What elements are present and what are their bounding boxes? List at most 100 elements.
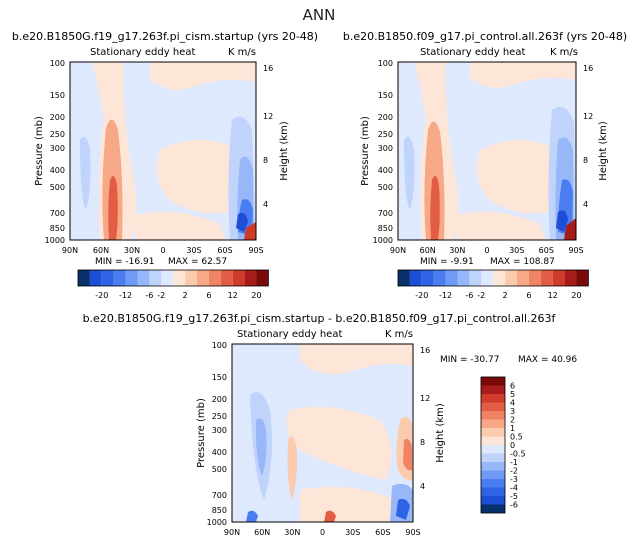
colorbar-swatch (517, 270, 529, 286)
y-tick-label: 700 (50, 209, 65, 218)
colorbar-label: 6 (526, 291, 531, 300)
panel-control-cool-south-4 (556, 210, 568, 232)
panel-cism-cool-south-4 (236, 213, 248, 232)
x-tick-label: 90S (405, 528, 420, 537)
colorbar-swatch (564, 270, 577, 286)
colorbar-label: 12 (228, 291, 238, 300)
colorbar-swatch (576, 270, 589, 286)
panel-diff-blue-spot (246, 510, 258, 522)
panel-cism-hot-corner (244, 222, 256, 240)
y-tick-label: 500 (50, 183, 65, 192)
y-tick-label: 1000 (373, 236, 393, 245)
panel-cism-x-ticks: 90N 60N 30N 0 30S 60S 90S (62, 246, 264, 255)
panel-diff-lower-warm (300, 486, 395, 522)
colorbar-swatch (481, 462, 505, 471)
colorbar-label: 20 (251, 291, 261, 300)
x-tick-label: 30S (186, 246, 201, 255)
x-tick-label: 0 (160, 246, 165, 255)
height-tick-label: 16 (583, 64, 593, 73)
panel-control-min: MIN = -9.91 (420, 257, 474, 267)
panel-diff-contour-field (232, 344, 413, 522)
colorbar-label: 1 (510, 424, 515, 433)
x-tick-label: 30N (284, 528, 300, 537)
x-tick-label: 60S (539, 246, 554, 255)
colorbar-swatch (398, 270, 410, 286)
x-tick-label: 90S (568, 246, 583, 255)
panel-cism-colorbar: -20 -12 -6 -2 2 6 12 20 (77, 269, 269, 300)
colorbar-label: 2 (510, 416, 515, 425)
height-tick-label: 8 (420, 438, 425, 447)
panel-cism-lower-warm (135, 211, 225, 240)
panel-diff-ylabel-right: Height (km) (435, 403, 446, 463)
height-tick-label: 16 (420, 346, 430, 355)
y-tick-label: 300 (212, 426, 227, 435)
y-tick-label: 200 (212, 395, 227, 404)
x-tick-label: 0 (320, 528, 325, 537)
panel-cism: b.e20.B1850G.f19_g17.263f.pi_cism.startu… (12, 30, 318, 300)
colorbar-swatch (481, 402, 505, 411)
colorbar-swatch (481, 419, 505, 428)
colorbar-swatch (220, 270, 233, 286)
panel-diff-cool-south-inner (396, 498, 410, 520)
panel-diff-subtitle-right: K m/s (385, 329, 413, 340)
colorbar-swatch (125, 270, 138, 286)
colorbar-label: -20 (415, 291, 428, 300)
colorbar-label: 4 (510, 399, 515, 408)
colorbar-label: 3 (510, 407, 515, 416)
colorbar-label: -12 (119, 291, 132, 300)
panel-cism-upper-warm (150, 62, 256, 90)
colorbar-swatch (481, 377, 505, 386)
panel-diff-mid-warm (286, 406, 392, 480)
panel-control-ylabel: Pressure (mb) (360, 116, 371, 186)
panel-control-max: MAX = 108.87 (490, 257, 555, 267)
colorbar-swatch (552, 270, 565, 286)
height-tick-label: 12 (583, 112, 593, 121)
y-tick-label: 250 (378, 130, 393, 139)
colorbar-swatch (244, 270, 257, 286)
panel-control-contour-field (398, 62, 576, 240)
panel-cism-warm-inner (108, 176, 118, 240)
panel-control-title: b.e20.B1850.f09_g17.pi_control.all.263f … (343, 30, 627, 43)
page-title: ANN (303, 6, 336, 24)
panel-cism-midlevel-warm (156, 140, 245, 214)
panel-cism-min: MIN = -16.91 (95, 257, 154, 267)
x-tick-label: 60N (420, 246, 436, 255)
colorbar-label: -12 (439, 291, 452, 300)
colorbar-label: -0.5 (510, 450, 526, 459)
panel-control-hot-corner (564, 218, 576, 240)
colorbar-swatch (185, 270, 197, 286)
colorbar-label: -6 (145, 291, 153, 300)
colorbar-swatch (89, 270, 102, 286)
y-tick-label: 500 (212, 465, 227, 474)
height-tick-label: 12 (420, 394, 430, 403)
colorbar-swatch (78, 270, 90, 286)
panel-cism-frame (69, 61, 257, 241)
y-tick-label: 150 (50, 91, 65, 100)
height-tick-label: 8 (263, 156, 268, 165)
y-tick-label: 850 (378, 224, 393, 233)
y-tick-label: 700 (378, 209, 393, 218)
panel-diff-x-ticks: 90N 60N 30N 0 30S 60S 90S (224, 528, 421, 537)
panel-diff-min: MIN = -30.77 (440, 355, 499, 365)
panel-diff-warm-south-inner (403, 439, 412, 471)
colorbar-swatch (481, 411, 505, 420)
panel-cism-contour-field (70, 62, 256, 240)
colorbar-swatch (481, 487, 505, 496)
colorbar-swatch (481, 504, 505, 513)
panel-cism-max: MAX = 62.57 (168, 257, 227, 267)
colorbar-swatch (113, 270, 126, 286)
height-tick-label: 4 (583, 200, 588, 209)
colorbar-swatch (469, 270, 482, 286)
colorbar-frame (480, 376, 506, 514)
colorbar-swatch (137, 270, 150, 286)
height-tick-label: 4 (420, 482, 425, 491)
panel-control-colorbar: -20 -12 -6 -2 2 6 12 20 (397, 269, 589, 300)
y-tick-label: 700 (212, 491, 227, 500)
panel-control-warm-inner (430, 176, 440, 240)
panel-diff: b.e20.B1850G.f19_g17.263f.pi_cism.startu… (83, 312, 578, 537)
colorbar-swatch (481, 470, 505, 479)
panel-diff-colorbar: 6 5 4 3 2 1 0.5 0 -0.5 -1 -2 -3 -4 -5 -6 (480, 376, 526, 514)
panel-control-subtitle-left: Stationary eddy heat (420, 47, 525, 58)
y-tick-label: 400 (212, 448, 227, 457)
colorbar-swatch (433, 270, 446, 286)
